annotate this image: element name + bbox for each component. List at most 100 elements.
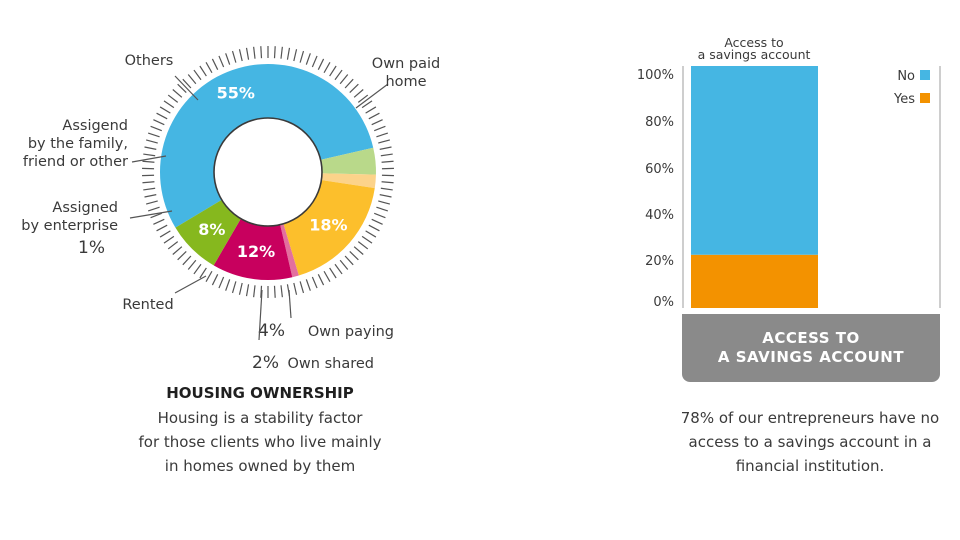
legend-label-yes: Yes	[893, 92, 915, 107]
donut-tick	[299, 281, 305, 294]
bar-category-label: Access to a savings account	[698, 35, 811, 62]
donut-tick	[305, 53, 311, 65]
donut-tick	[286, 47, 291, 60]
donut-value-label: 12%	[237, 242, 275, 261]
donut-tick	[177, 83, 187, 93]
donut-tick	[280, 285, 283, 298]
donut-tick	[334, 263, 343, 275]
donut-tick	[344, 78, 354, 89]
donut-category-label: Own paying	[308, 324, 394, 340]
donut-tick	[368, 224, 380, 232]
donut-tick	[143, 187, 156, 191]
housing-chart-title: HOUSING OWNERSHIP	[166, 384, 354, 402]
bar-y-tick-label: 100%	[637, 68, 674, 83]
donut-tick	[329, 65, 337, 77]
donut-tick	[218, 55, 225, 68]
donut-tick	[187, 74, 197, 85]
donut-tick	[150, 212, 162, 219]
donut-tick	[153, 119, 165, 126]
donut-tick	[225, 53, 231, 65]
donut-leader-line	[129, 210, 173, 219]
donut-value-labels: 55% 4% 2% 18% 1% 12% 8%	[78, 83, 348, 373]
donut-tick	[293, 49, 298, 62]
donut-tick	[143, 153, 156, 157]
donut-tick	[305, 279, 311, 291]
donut-decorative-ticks	[142, 46, 394, 298]
donut-slice	[278, 216, 299, 278]
donut-tick	[231, 281, 237, 294]
donut-slices	[160, 63, 377, 280]
donut-tick	[159, 230, 171, 238]
donut-tick	[142, 181, 155, 184]
savings-account-bar-chart: 0% 20% 40% 60% 80% 100% Access to a savings ac…	[637, 35, 941, 310]
donut-tick	[380, 153, 393, 157]
legend-label-no: No	[897, 69, 915, 84]
donut-tick	[147, 206, 160, 212]
donut-tick	[381, 160, 394, 163]
donut-tick	[376, 206, 389, 212]
donut-category-label: Own shared	[288, 356, 374, 372]
donut-tick	[187, 259, 197, 270]
donut-slice	[213, 211, 293, 280]
donut-tick	[353, 246, 364, 255]
donut-tick	[211, 58, 219, 70]
donut-tick	[159, 106, 171, 114]
donut-slice	[160, 63, 374, 228]
donut-tick	[153, 218, 165, 225]
donut-tick	[144, 146, 157, 150]
donut-tick	[145, 200, 158, 205]
donut-tick	[147, 132, 160, 138]
donut-tick	[374, 212, 386, 219]
bar-y-tick-label: 20%	[645, 254, 674, 269]
donut-tick	[361, 235, 373, 244]
donut-tick	[156, 224, 168, 232]
donut-tick	[371, 218, 383, 225]
donut-tick	[142, 160, 155, 163]
donut-tick	[371, 119, 383, 126]
donut-tick	[280, 46, 283, 59]
donut-category-label: Assigned by enterprise	[21, 200, 118, 234]
donut-value-label: 18%	[309, 215, 347, 234]
donut-tick	[361, 100, 373, 109]
donut-tick	[145, 139, 158, 144]
donut-tick	[344, 255, 354, 266]
donut-tick	[378, 200, 391, 205]
donut-tick	[273, 285, 276, 298]
donut-slice	[313, 173, 376, 189]
donut-tick	[150, 125, 162, 132]
donut-tick	[323, 61, 331, 74]
donut-tick	[205, 61, 213, 74]
donut-tick	[163, 100, 175, 109]
housing-description-line: Housing is a stability factor	[157, 409, 363, 427]
donut-leader-line	[288, 289, 292, 319]
donut-tick	[299, 50, 305, 63]
donut-tick	[205, 270, 213, 283]
donut-tick	[365, 230, 377, 238]
donut-slice	[312, 147, 377, 175]
donut-tick	[199, 267, 207, 279]
donut-tick	[172, 89, 183, 98]
housing-description-line: for those clients who live mainly	[138, 433, 382, 451]
housing-chart-description: Housing is a stability factor for those …	[110, 406, 410, 478]
bar-segment-no	[691, 66, 818, 255]
donut-tick	[167, 94, 179, 103]
bar-y-tick-label: 0%	[653, 295, 674, 310]
donut-tick	[378, 139, 391, 144]
donut-tick	[374, 125, 386, 132]
bar-y-tick-label: 60%	[645, 162, 674, 177]
housing-description-line: in homes owned by them	[164, 457, 356, 475]
donut-tick	[334, 69, 343, 81]
donut-tick	[329, 267, 337, 279]
donut-tick	[357, 241, 369, 250]
donut-tick	[349, 251, 359, 261]
donut-tick	[144, 194, 157, 198]
donut-value-label: 55%	[217, 83, 255, 102]
bar-segments	[691, 66, 818, 308]
donut-tick	[339, 259, 349, 270]
donut-tick	[238, 49, 243, 62]
donut-tick	[199, 65, 207, 77]
donut-leader-lines	[129, 75, 389, 341]
savings-title-line: A SAVINGS ACCOUNT	[717, 348, 905, 366]
donut-tick	[376, 132, 389, 138]
